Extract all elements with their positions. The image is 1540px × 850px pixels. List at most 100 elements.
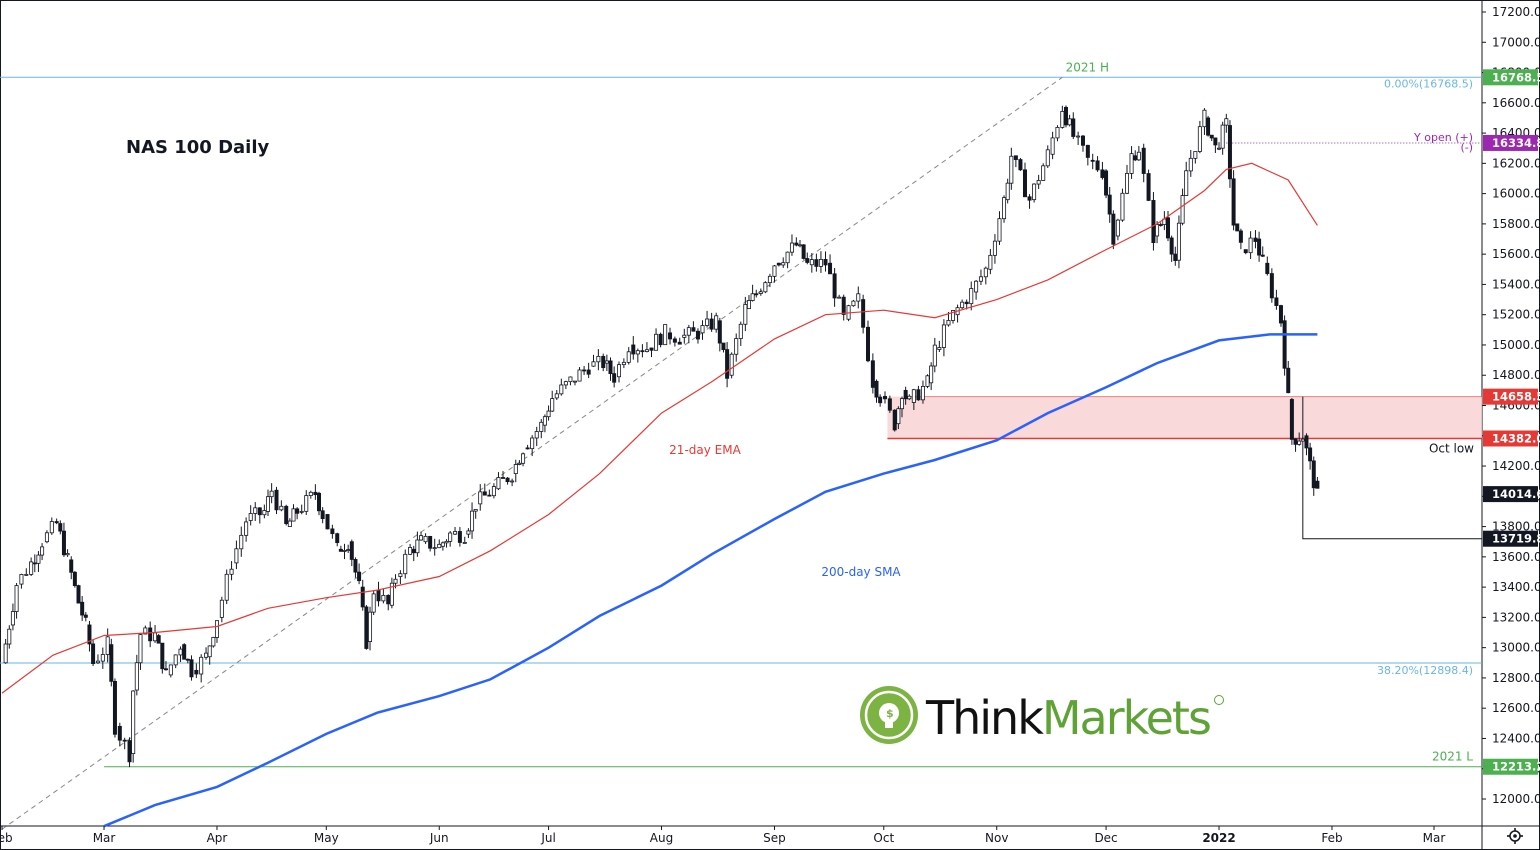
annotations: 0.00%(16768.5) Y open (+)(-) Oct low 38.20%…: [669, 60, 1474, 763]
candle-body: [423, 535, 428, 543]
candle-body: [1036, 180, 1041, 185]
candle-body: [534, 431, 539, 439]
candle-body: [1278, 305, 1283, 324]
sma-label: 200-day SMA: [821, 565, 901, 579]
candle-body: [1166, 217, 1171, 239]
candle-body: [219, 599, 224, 618]
candle-body: [320, 510, 325, 520]
candle-body: [325, 514, 330, 530]
x-tick-label: 2022: [1202, 831, 1235, 845]
candle-body: [49, 521, 54, 534]
candle-body: [313, 491, 318, 496]
candle-body: [1115, 219, 1120, 237]
x-tick-label: Aug: [650, 831, 673, 845]
candle-body: [29, 561, 34, 575]
candle-body: [376, 589, 381, 602]
candle-body: [1005, 182, 1010, 201]
candle-body: [1300, 438, 1305, 442]
candle-body: [763, 282, 768, 293]
candle-body: [823, 259, 828, 266]
price-tag-3: 14382.0: [1492, 431, 1540, 445]
candle-body: [440, 542, 445, 547]
candle-body: [841, 296, 846, 315]
y-tick-label: 15000.0: [1492, 338, 1540, 352]
price-tag-4: 14014.6: [1492, 487, 1540, 501]
year-open-minus-label: (-): [1460, 141, 1473, 154]
candle-body: [582, 369, 587, 372]
candle-body: [1289, 399, 1294, 440]
candle-body: [969, 288, 974, 305]
thinkmarkets-logo: $ ThinkMarkets: [860, 686, 1224, 745]
candle-body: [1111, 213, 1116, 245]
candle-body: [626, 351, 631, 363]
candle-body: [772, 265, 777, 277]
candle-body: [279, 505, 284, 511]
candle-body: [851, 300, 856, 307]
candle-body: [291, 508, 296, 522]
y-tick-label: 15600.0: [1492, 247, 1540, 261]
candle-body: [997, 218, 1002, 242]
candle-body: [69, 559, 74, 573]
candle-body: [1013, 155, 1018, 160]
2021-low-label: 2021 L: [1432, 750, 1473, 764]
candle-body: [357, 571, 362, 582]
candle-body: [559, 384, 564, 395]
candle-body: [1176, 222, 1181, 261]
price-tag-2: 14658.5: [1492, 390, 1540, 404]
candle-body: [371, 593, 376, 613]
candle-body: [530, 437, 535, 450]
y-tick-label: 12400.0: [1492, 731, 1540, 745]
candle-body: [513, 464, 518, 475]
y-tick-label: 16600.0: [1492, 96, 1540, 110]
candle-body: [1220, 124, 1225, 149]
candle-body: [257, 507, 262, 516]
candle-body: [870, 360, 875, 388]
candle-body: [65, 553, 70, 556]
candle-body: [1050, 137, 1055, 155]
candle-body: [1133, 155, 1138, 161]
candle-body: [682, 334, 687, 338]
candle-body: [44, 532, 49, 543]
candle-body: [1120, 192, 1125, 221]
candle-body: [299, 510, 304, 513]
candle-body: [883, 396, 888, 400]
candle-body: [386, 595, 391, 605]
candle-body: [364, 606, 369, 649]
candle-body: [929, 365, 934, 384]
svg-text:$: $: [886, 707, 894, 720]
candle-body: [1045, 149, 1050, 167]
candle-body: [3, 643, 8, 664]
candle-body: [308, 491, 313, 496]
candle-body: [631, 344, 636, 355]
candle-body: [346, 549, 351, 551]
candle-body: [403, 553, 408, 575]
y-tick-label: 16000.0: [1492, 187, 1540, 201]
settings-gear-icon[interactable]: [1507, 828, 1523, 844]
y-tick-label: 13000.0: [1492, 641, 1540, 655]
price-tag-0: 16768.5: [1492, 70, 1540, 84]
candle-body: [577, 369, 582, 382]
candle-body: [330, 528, 335, 535]
candle-body: [649, 347, 654, 351]
candle-body: [1184, 170, 1189, 196]
candle-body: [204, 652, 209, 658]
x-tick-label: Feb: [1321, 831, 1342, 845]
fib-0-label: 0.00%(16768.5): [1384, 77, 1473, 90]
candle-body: [419, 535, 424, 541]
candle-body: [248, 513, 253, 521]
candle-body: [317, 492, 322, 512]
candle-body: [253, 507, 258, 514]
candle-body: [211, 637, 216, 647]
candle-body: [156, 635, 161, 644]
candle-body: [1125, 173, 1130, 194]
candle-body: [1060, 110, 1065, 128]
candle-body: [920, 385, 925, 401]
candle-body: [239, 534, 244, 550]
candle-body: [746, 300, 751, 310]
candle-body: [143, 627, 148, 635]
ema21-line: [1, 162, 1318, 694]
candle-body: [1269, 273, 1274, 299]
candlesticks: [3, 105, 1320, 768]
price-tag-5-bg: [1483, 530, 1538, 547]
candle-body: [244, 521, 249, 536]
